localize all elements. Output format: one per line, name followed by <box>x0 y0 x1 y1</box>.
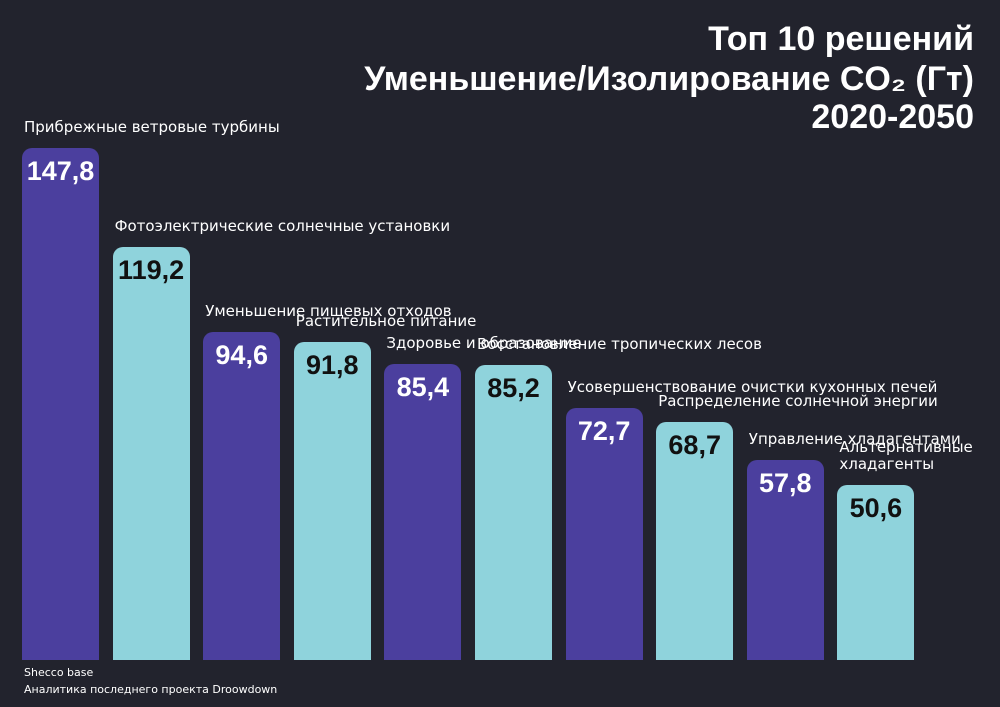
category-label: Альтернативные хладагенты <box>839 437 973 473</box>
category-label: Фотоэлектрические солнечные установки <box>114 217 451 236</box>
category-label: Усовершенствование очистки кухонных пече… <box>567 378 938 397</box>
value-label: 85,4 <box>396 372 450 403</box>
value-label: 85,2 <box>487 372 540 403</box>
chart-period: 2020-2050 <box>811 98 974 136</box>
source-note: Shecco base <box>24 666 94 679</box>
bar <box>384 364 462 660</box>
value-label: 94,6 <box>215 340 268 371</box>
source-note: Аналитика последнего проекта Droowdown <box>24 683 278 696</box>
value-label: 147,8 <box>26 156 95 186</box>
value-label: 57,8 <box>759 467 812 498</box>
bar <box>475 364 552 660</box>
bar <box>656 422 734 660</box>
bar <box>746 459 824 660</box>
bar <box>22 148 99 660</box>
category-label: Распределение солнечной энергии <box>658 392 938 410</box>
bar <box>112 247 190 660</box>
category-label: Растительное питание <box>295 311 477 330</box>
value-label: 72,7 <box>577 416 631 447</box>
category-label: Прибрежные ветровые турбины <box>24 118 280 136</box>
value-label: 50,6 <box>849 492 903 523</box>
chart-title: Топ 10 решений <box>708 20 974 58</box>
bar <box>565 408 643 660</box>
category-label: Уменьшение пищевых отходов <box>205 302 452 321</box>
value-label: 91,8 <box>306 349 359 380</box>
category-label: Здоровье и образование <box>386 334 582 353</box>
category-label: Управление хладагентами <box>748 429 961 448</box>
value-label: 119,2 <box>118 255 185 286</box>
bar <box>837 484 915 660</box>
category-label: Восстановление тропических лесов <box>477 334 762 353</box>
chart-subtitle: Уменьшение/Изолирование CO₂ (Гт) <box>364 60 974 98</box>
bar <box>203 332 281 660</box>
bar <box>293 341 371 660</box>
value-label: 68,7 <box>668 430 721 460</box>
